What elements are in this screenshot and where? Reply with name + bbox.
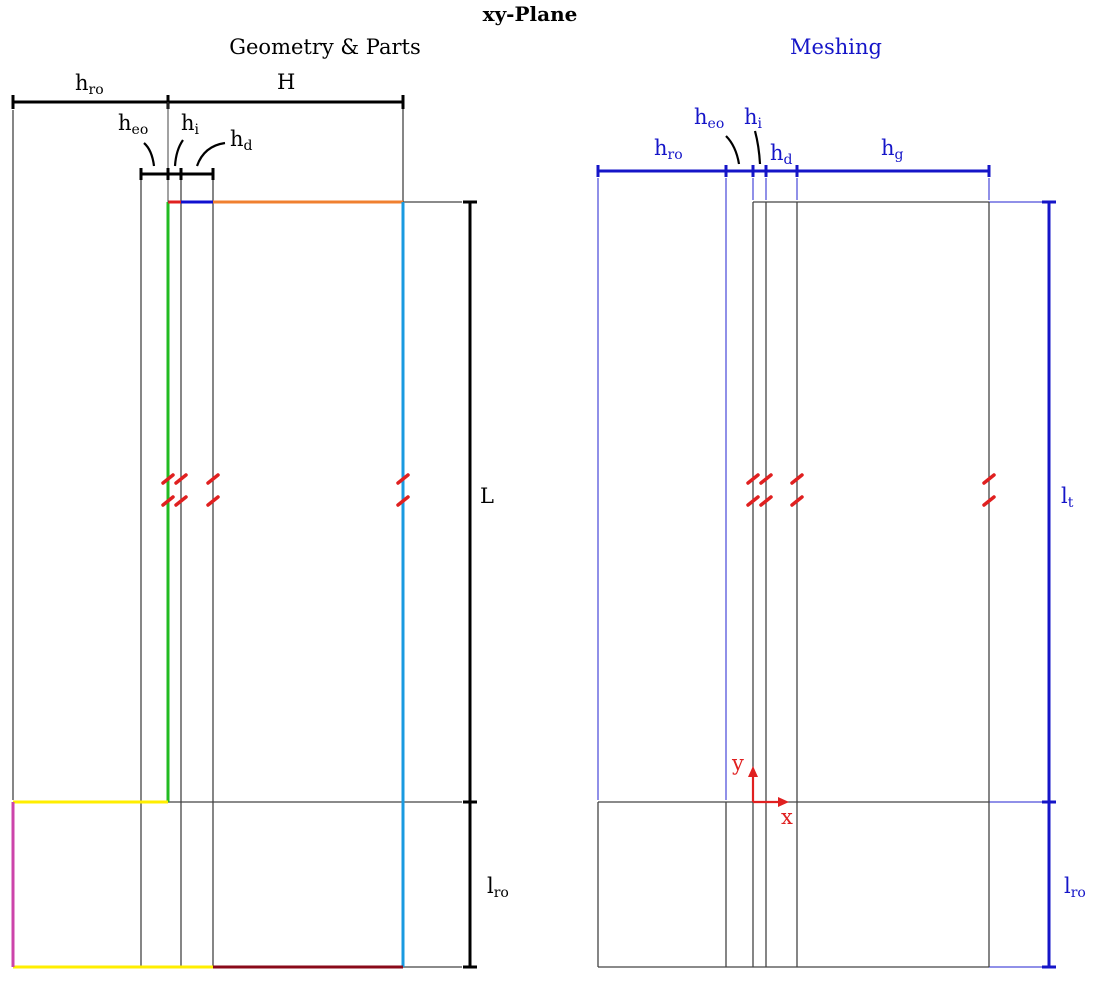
break-mark (982, 495, 996, 507)
right-mesh-geometry (597, 201, 990, 968)
label-h-i: hi (181, 111, 200, 138)
right-guides (597, 178, 1042, 968)
break-mark (759, 495, 773, 507)
left-small-dimension (139, 168, 215, 180)
break-mark (759, 473, 773, 485)
x-axis-label: x (781, 805, 793, 829)
left-channel-lines (12, 108, 462, 968)
break-mark (396, 473, 410, 485)
label-h-ro: hro (75, 71, 104, 98)
y-axis-label: y (731, 751, 744, 775)
break-mark (174, 495, 188, 507)
label-h-i-mesh: hi (744, 105, 763, 132)
break-mark (982, 473, 996, 485)
left-leaders (143, 139, 226, 167)
xy-axes (748, 766, 789, 807)
left-break-marks (161, 473, 410, 507)
break-mark (746, 495, 760, 507)
left-panel: hro H heo hi hd L lro (11, 70, 509, 969)
label-h-ro-mesh: hro (654, 136, 683, 163)
label-H: H (277, 70, 295, 94)
break-mark (746, 473, 760, 485)
diagram-title: xy-Plane (483, 2, 578, 26)
leader-hi (753, 130, 762, 165)
leader-hd (195, 141, 226, 167)
leader-heo (143, 142, 156, 167)
leader-heo (725, 135, 741, 165)
left-panel-heading: Geometry & Parts (229, 35, 421, 59)
label-h-eo-mesh: heo (694, 105, 724, 132)
left-vertical-dimension (463, 200, 477, 969)
label-l-ro-mesh: lro (1064, 874, 1086, 901)
label-h-d-mesh: hd (770, 141, 793, 168)
leader-hi (173, 139, 184, 167)
right-top-dimension (596, 165, 991, 177)
break-mark (161, 473, 175, 485)
right-panel: y x hro heo hi hd hg lt lro (596, 105, 1086, 969)
label-h-eo: heo (118, 111, 148, 138)
break-mark (206, 473, 220, 485)
label-h-g-mesh: hg (881, 136, 904, 163)
label-l-ro-left: lro (487, 874, 509, 901)
break-mark (396, 495, 410, 507)
break-mark (206, 495, 220, 507)
break-mark (161, 495, 175, 507)
y-arrow-head (748, 766, 758, 777)
break-mark (790, 473, 804, 485)
break-mark (174, 473, 188, 485)
right-vertical-dimension (1042, 200, 1056, 969)
left-top-dimension (11, 95, 405, 109)
label-h-d: hd (230, 127, 253, 154)
right-break-marks (746, 473, 996, 507)
break-mark (790, 495, 804, 507)
x-arrow-head (778, 797, 789, 807)
right-leaders (725, 130, 762, 165)
label-L: L (480, 484, 494, 508)
right-panel-heading: Meshing (790, 35, 882, 59)
label-l-t-mesh: lt (1061, 484, 1074, 511)
